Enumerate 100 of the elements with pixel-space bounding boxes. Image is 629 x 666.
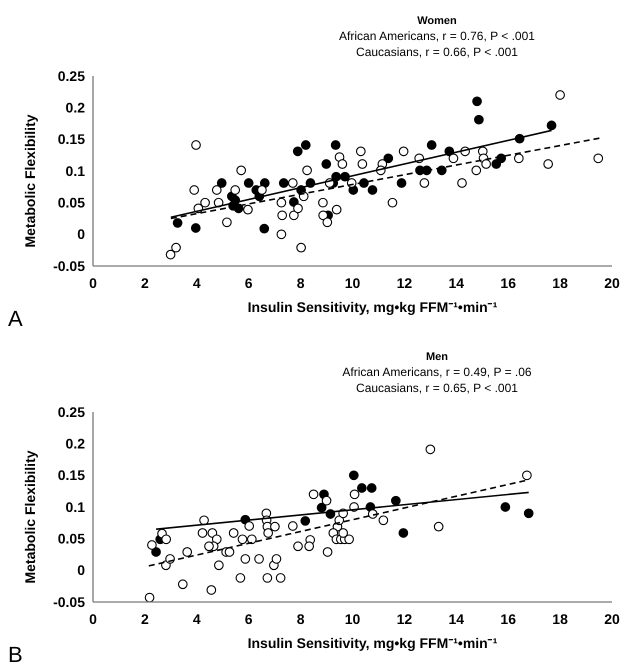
x-tick-label: 14 — [448, 611, 464, 627]
point — [254, 554, 264, 564]
x-axis-title: Insulin Sensitivity, mg•kg FFM⁻¹•min⁻¹ — [248, 299, 498, 315]
point — [388, 198, 398, 208]
text: African Americans, r = 0.76, P < .001 — [339, 29, 536, 43]
y-tick-label: 0.15 — [58, 467, 86, 484]
point — [263, 528, 274, 538]
text: Caucasians, r = 0.65, P < .001 — [356, 381, 518, 395]
point — [288, 521, 298, 531]
point — [524, 508, 534, 518]
point — [144, 592, 154, 602]
point — [172, 218, 182, 228]
point — [151, 547, 161, 557]
text: African Americans, r = 0.49, P = .06 — [342, 365, 532, 379]
point — [204, 541, 214, 552]
x-tick-label: 14 — [448, 275, 464, 291]
point — [543, 159, 554, 169]
x-tick-label: 20 — [604, 275, 620, 291]
point — [304, 541, 314, 552]
point — [182, 547, 192, 557]
point — [288, 178, 298, 188]
x-tick-label: 10 — [344, 611, 360, 627]
point — [318, 198, 328, 208]
point — [378, 515, 388, 526]
point — [300, 516, 310, 526]
point — [272, 554, 282, 564]
point — [300, 140, 311, 150]
point — [178, 579, 188, 590]
y-tick-label: 0.05 — [58, 530, 86, 547]
point — [270, 522, 280, 532]
point — [296, 242, 306, 252]
y-tick-label: 0 — [77, 562, 86, 578]
point — [293, 541, 303, 552]
point — [496, 153, 506, 164]
point — [318, 210, 328, 220]
point — [171, 242, 181, 252]
point — [212, 534, 222, 544]
point — [191, 140, 201, 150]
point — [457, 178, 467, 188]
point — [546, 120, 556, 130]
point — [224, 547, 234, 557]
point — [398, 146, 408, 156]
point — [426, 140, 436, 150]
x-tick-label: 0 — [89, 611, 98, 627]
point — [514, 153, 524, 164]
point — [308, 489, 318, 500]
x-tick-label: 6 — [244, 275, 253, 291]
y-tick-label: 0.2 — [66, 100, 86, 116]
x-tick-label: 2 — [141, 275, 149, 291]
point — [396, 178, 406, 188]
point — [383, 153, 394, 164]
point — [448, 153, 458, 164]
point — [593, 153, 604, 164]
point — [243, 204, 253, 214]
point — [230, 185, 240, 195]
point — [200, 198, 210, 208]
point — [332, 204, 342, 214]
point — [214, 560, 224, 570]
point — [198, 528, 208, 538]
point — [338, 159, 348, 169]
y-axis-title: Metabolic Flexibility — [22, 450, 38, 584]
x-tick-label: 16 — [500, 611, 516, 627]
y-tick-label: 0.25 — [58, 68, 86, 84]
point — [472, 96, 482, 106]
x-tick-label: 6 — [244, 611, 253, 627]
point — [292, 146, 303, 156]
point — [302, 166, 312, 176]
y-tick-label: 0.05 — [58, 194, 86, 211]
point — [338, 528, 348, 538]
point — [244, 521, 254, 531]
x-tick-label: 12 — [396, 275, 412, 291]
point — [238, 534, 248, 544]
point — [277, 210, 288, 220]
point — [330, 140, 340, 150]
y-tick-label: 0.1 — [66, 498, 86, 515]
point — [246, 534, 257, 544]
x-axis-title: Insulin Sensitivity, mg•kg FFM⁻¹•min⁻¹ — [248, 635, 498, 651]
point — [216, 178, 227, 188]
chart-title: Men — [426, 351, 448, 363]
x-tick-label: 8 — [296, 275, 305, 291]
point — [259, 224, 270, 234]
point — [555, 90, 565, 100]
x-tick-label: 20 — [604, 611, 620, 627]
point — [276, 198, 286, 208]
text: B — [8, 642, 23, 666]
x-tick-label: 18 — [552, 275, 568, 291]
point — [321, 159, 332, 169]
point — [228, 528, 238, 538]
point — [368, 185, 378, 195]
point — [190, 223, 201, 233]
point — [166, 250, 176, 260]
x-tick-label: 0 — [89, 275, 98, 291]
x-tick-label: 4 — [192, 275, 201, 291]
x-tick-label: 18 — [552, 611, 568, 627]
y-tick-label: 0.15 — [58, 131, 86, 148]
point — [244, 178, 254, 188]
point — [257, 185, 267, 195]
x-tick-label: 2 — [141, 611, 149, 627]
y-tick-label: 0 — [77, 226, 86, 242]
point — [276, 573, 286, 583]
